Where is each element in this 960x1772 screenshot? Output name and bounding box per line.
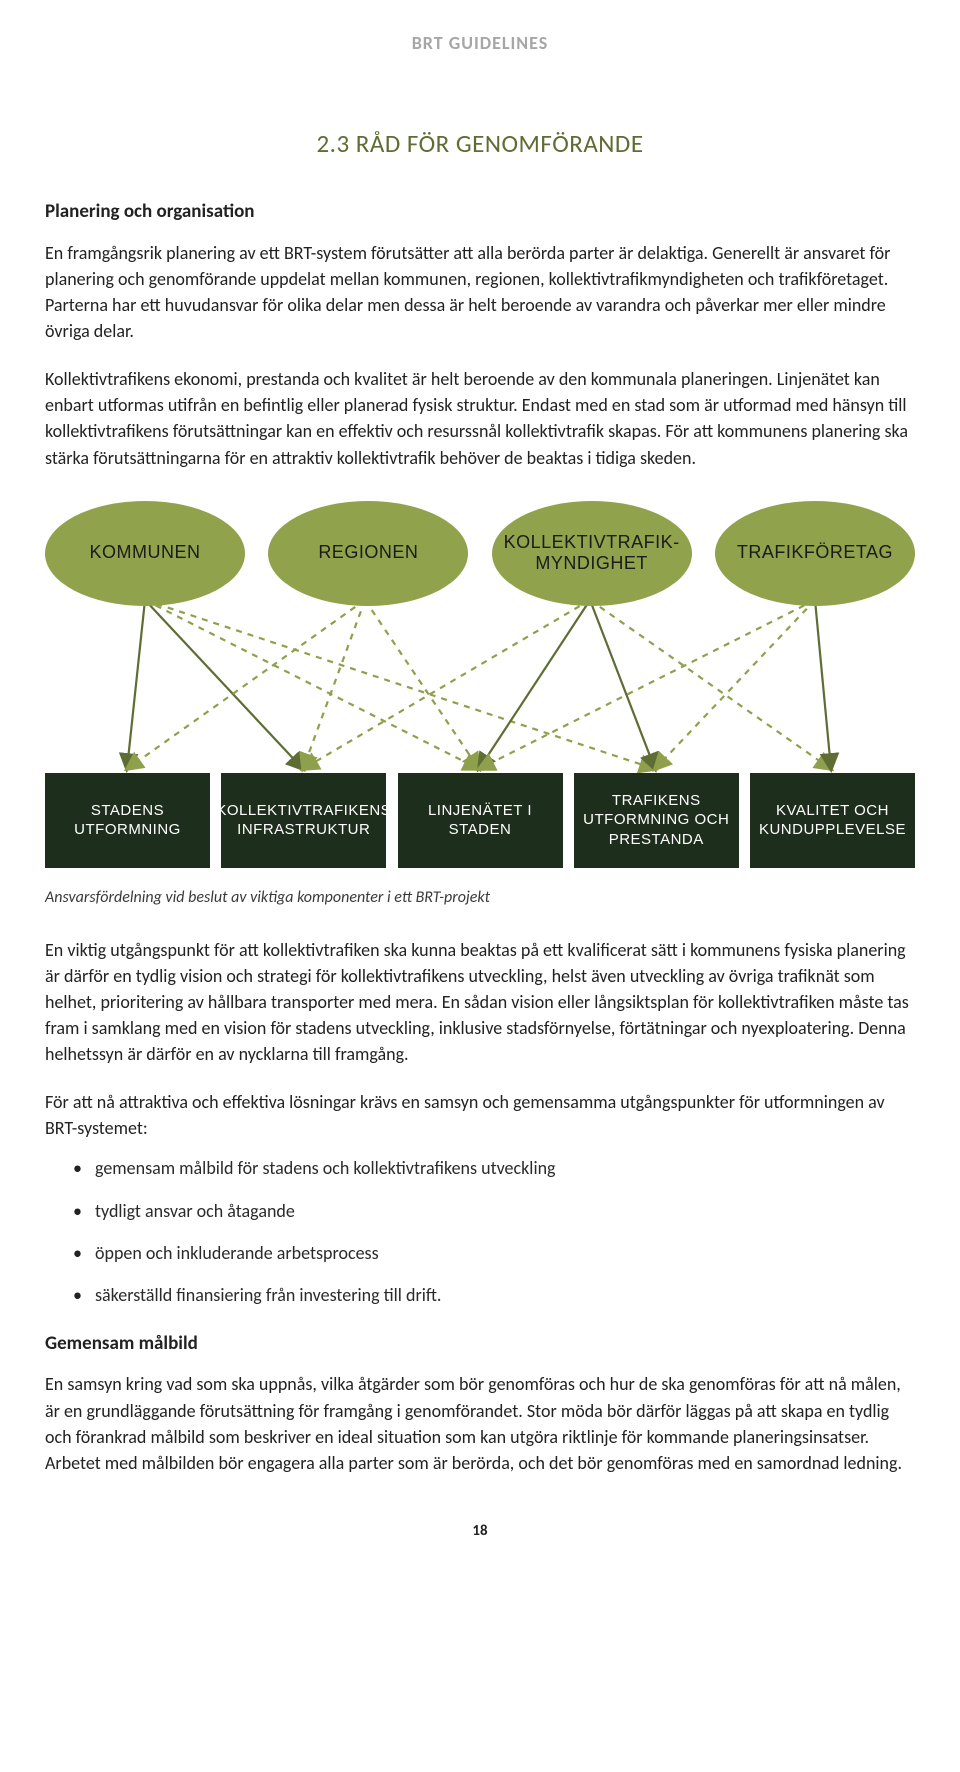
section-title: 2.3 RÅD FÖR GENOMFÖRANDE (45, 126, 915, 162)
paragraph-3: En viktig utgångspunkt för att kollektiv… (45, 937, 915, 1067)
page-header-label: BRT GUIDELINES (45, 30, 915, 56)
responsibility-diagram: KOMMUNEN REGIONEN KOLLEKTIVTRAFIK- MYNDI… (45, 501, 915, 868)
box-kvalitet-kundupplevelse: KVALITET OCH KUNDUPPLEVELSE (750, 773, 915, 868)
box-linjenatet: LINJENÄTET I STADEN (398, 773, 563, 868)
oval-regionen: REGIONEN (268, 501, 468, 606)
bullet-list: gemensam målbild för stadens och kollekt… (73, 1155, 915, 1307)
oval-trafikforetag: TRAFIKFÖRETAG (715, 501, 915, 606)
paragraph-1: En framgångsrik planering av ett BRT-sys… (45, 240, 915, 344)
box-trafikens-utformning: TRAFIKENS UTFORMNING OCH PRESTANDA (574, 773, 739, 868)
paragraph-5: En samsyn kring vad som ska uppnås, vilk… (45, 1371, 915, 1475)
paragraph-2: Kollektivtrafikens ekonomi, prestanda oc… (45, 366, 915, 470)
bullet-3: öppen och inkluderande arbetsprocess (73, 1240, 915, 1266)
diagram-arrows (45, 598, 915, 773)
oval-kommunen: KOMMUNEN (45, 501, 245, 606)
bullet-1: gemensam målbild för stadens och kollekt… (73, 1155, 915, 1181)
subheading-planning: Planering och organisation (45, 198, 915, 226)
subheading-malbild: Gemensam målbild (45, 1330, 915, 1358)
diagram-boxes-row: STADENS UTFORMNING KOLLEKTIVTRAFIKENS IN… (45, 773, 915, 868)
oval-kollektivtrafikmyndighet: KOLLEKTIVTRAFIK- MYNDIGHET (492, 501, 692, 606)
diagram-caption: Ansvarsfördelning vid beslut av viktiga … (45, 886, 915, 909)
paragraph-4: För att nå attraktiva och effektiva lösn… (45, 1089, 915, 1141)
bullet-4: säkerställd finansiering från investerin… (73, 1282, 915, 1308)
box-stadens-utformning: STADENS UTFORMNING (45, 773, 210, 868)
diagram-ovals-row: KOMMUNEN REGIONEN KOLLEKTIVTRAFIK- MYNDI… (45, 501, 915, 606)
page-number: 18 (45, 1521, 915, 1543)
bullet-2: tydligt ansvar och åtagande (73, 1198, 915, 1224)
box-kollektivtrafikens-infrastruktur: KOLLEKTIVTRAFIKENS INFRASTRUKTUR (221, 773, 386, 868)
